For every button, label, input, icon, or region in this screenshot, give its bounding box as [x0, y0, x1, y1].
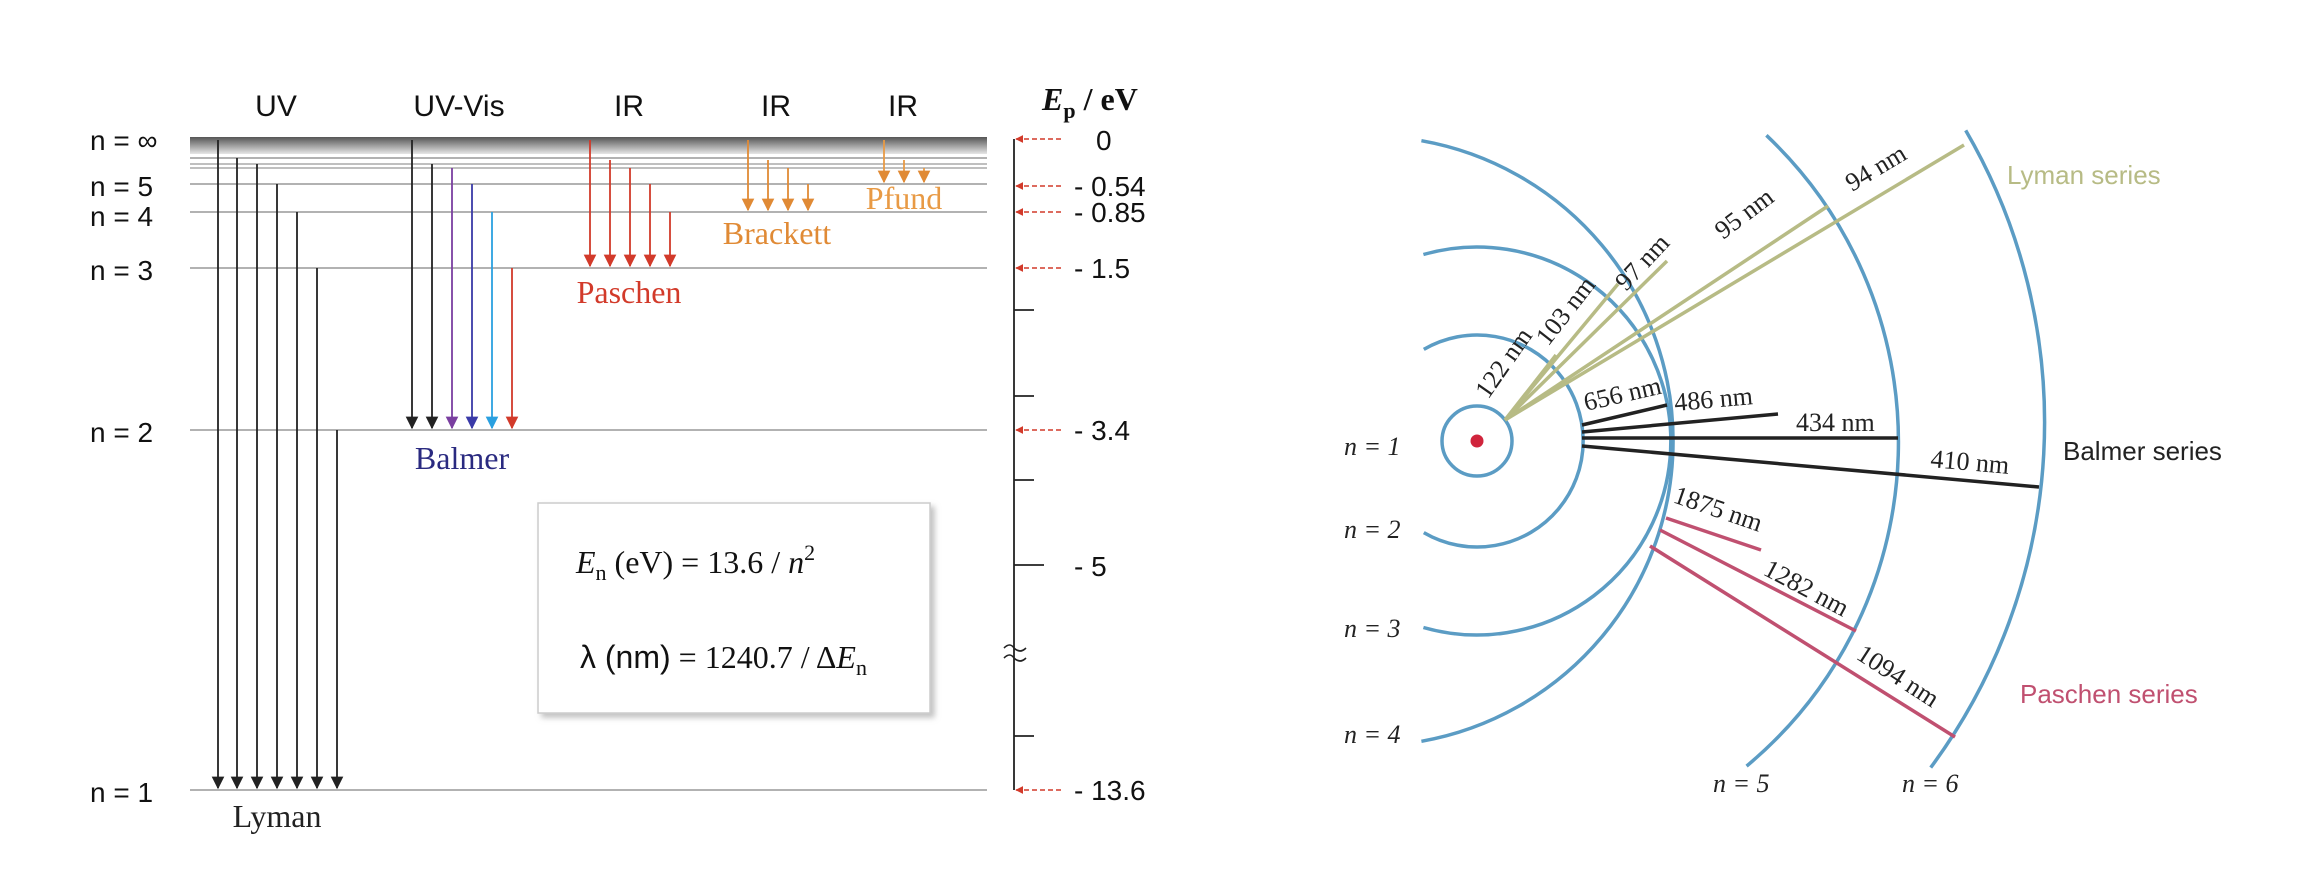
wavelength-label: 95 nm	[1709, 182, 1779, 245]
level-label-n5: n = 5	[90, 171, 153, 202]
level-label-n4: n = 4	[90, 201, 153, 232]
formula-box	[537, 502, 931, 714]
pfund-transitions	[877, 140, 931, 184]
energy-axis-ticks	[1014, 309, 1044, 737]
paschen-line	[1649, 544, 1956, 739]
series-name-lyman: Lyman series	[2007, 160, 2161, 190]
region-label-uv-vis: UV-Vis	[413, 90, 504, 123]
brackett-transitions	[741, 140, 815, 212]
lyman-line	[1504, 143, 1965, 422]
energy-level-diagram: UV UV-Vis IR IR IR Ep / eV n = ∞ n = 5 n…	[90, 81, 1146, 834]
energy-value-n2: - 3.4	[1074, 415, 1130, 446]
balmer-line	[1581, 403, 1668, 427]
series-label-brackett: Brackett	[723, 215, 832, 251]
energy-axis-title: Ep / eV	[1041, 81, 1138, 123]
balmer-line	[1581, 412, 1779, 434]
energy-value-0: 0	[1096, 125, 1112, 156]
region-label-ir-pfund: IR	[888, 90, 918, 123]
formula-wavelength: λ (nm) = 1240.7 / ΔEn	[580, 639, 867, 680]
orbit-label-n6: n = 6	[1902, 769, 1959, 798]
paschen-line	[1659, 528, 1857, 633]
level-label-n1: n = 1	[90, 777, 153, 808]
formula-energy: En (eV) = 13.6 / n2	[575, 540, 815, 585]
series-name-balmer: Balmer series	[2063, 436, 2222, 466]
paschen-wavelength-labels: 1875 nm 1282 nm 1094 nm	[1670, 480, 1944, 713]
orbit-label-n1: n = 1	[1344, 432, 1401, 461]
lyman-line	[1503, 259, 1669, 422]
balmer-line	[1581, 444, 2040, 489]
wavelength-label: 486 nm	[1673, 381, 1754, 417]
wavelength-label: 410 nm	[1929, 444, 2010, 480]
series-label-pfund: Pfund	[866, 180, 942, 216]
lyman-series-lines	[1503, 143, 1965, 422]
orbit-n1	[1440, 404, 1514, 478]
orbits	[1421, 129, 2047, 769]
wavelength-label: 434 nm	[1796, 408, 1875, 437]
energy-value-n3: - 1.5	[1074, 253, 1130, 284]
wavelength-label: 94 nm	[1840, 138, 1911, 197]
paschen-transitions	[583, 140, 677, 268]
energy-value-n5: - 0.54	[1074, 171, 1146, 202]
series-label-paschen: Paschen	[577, 274, 682, 310]
orbit-label-n4: n = 4	[1344, 720, 1401, 749]
energy-pointers	[1015, 135, 1064, 794]
axis-break-icon	[1003, 644, 1027, 662]
region-label-uv: UV	[255, 90, 297, 123]
wavelength-label: 103 nm	[1530, 271, 1601, 351]
level-label-n3: n = 3	[90, 255, 153, 286]
orbit-n3	[1422, 245, 1673, 637]
orbit-n6	[1929, 129, 2047, 769]
lyman-line	[1504, 204, 1829, 422]
orbit-n2	[1422, 333, 1585, 549]
level-label-n-inf: n = ∞	[90, 125, 157, 156]
paschen-line	[1665, 516, 1762, 552]
orbit-label-n3: n = 3	[1344, 614, 1401, 643]
orbit-label-n2: n = 2	[1344, 515, 1401, 544]
balmer-transitions	[405, 140, 519, 430]
region-label-ir-brackett: IR	[761, 90, 791, 123]
lyman-transitions	[211, 140, 344, 790]
series-label-lyman: Lyman	[233, 798, 322, 834]
series-name-paschen: Paschen series	[2020, 679, 2198, 709]
continuum-band	[190, 137, 987, 154]
lyman-line	[1503, 282, 1620, 422]
orbit-n4	[1421, 138, 1675, 744]
lyman-wavelength-labels: 122 nm 103 nm 97 nm 95 nm 94 nm	[1469, 138, 1911, 403]
energy-value-tick-5: - 5	[1074, 551, 1107, 582]
orbit-label-n5: n = 5	[1713, 769, 1770, 798]
region-label-ir-paschen: IR	[614, 90, 644, 123]
wavelength-label: 1875 nm	[1670, 480, 1766, 537]
level-label-n2: n = 2	[90, 417, 153, 448]
series-label-balmer: Balmer	[415, 440, 510, 476]
energy-value-n1: - 13.6	[1074, 775, 1146, 806]
energy-value-n4: - 0.85	[1074, 197, 1146, 228]
paschen-series-lines	[1649, 516, 1956, 739]
orbit-labels: n = 1 n = 2 n = 3 n = 4 n = 5 n = 6	[1344, 432, 1959, 798]
nucleus	[1470, 434, 1484, 448]
balmer-series-lines	[1581, 403, 2040, 489]
bohr-model-diagram: 122 nm 103 nm 97 nm 95 nm 94 nm Lyman se…	[1344, 129, 2222, 798]
orbit-n5	[1745, 134, 1901, 768]
